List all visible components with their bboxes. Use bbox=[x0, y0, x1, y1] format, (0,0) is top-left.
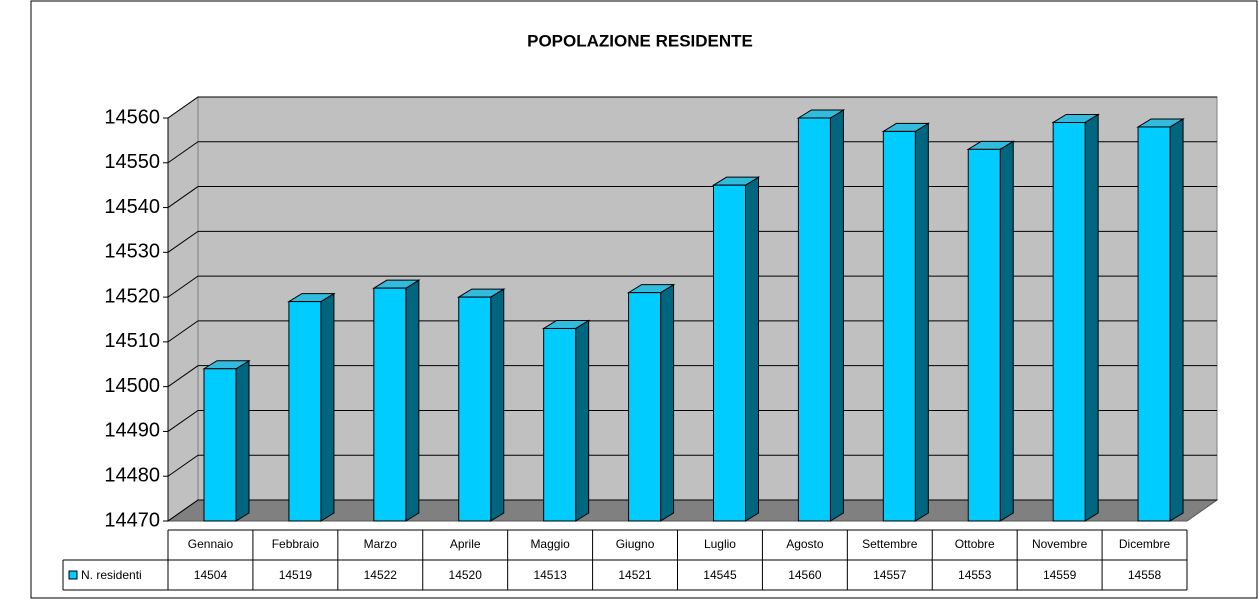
table-value: 14559 bbox=[1043, 568, 1077, 582]
bar-side bbox=[914, 122, 929, 522]
grid-line bbox=[167, 141, 1217, 164]
x-tick-label: Ottobre bbox=[955, 537, 995, 551]
bar bbox=[713, 184, 746, 522]
legend-label: N. residenti bbox=[81, 568, 142, 582]
bar bbox=[797, 117, 831, 522]
y-tick-label: 14510 bbox=[104, 330, 160, 352]
grid-line bbox=[167, 230, 1217, 253]
bar bbox=[543, 327, 577, 522]
bar-side bbox=[320, 292, 335, 522]
bar bbox=[288, 301, 322, 522]
y-tick-label: 14470 bbox=[104, 509, 160, 531]
x-tick-label: Dicembre bbox=[1119, 537, 1171, 551]
bar-side bbox=[1084, 113, 1099, 522]
bar-side bbox=[1169, 118, 1184, 522]
bar bbox=[1052, 121, 1086, 522]
y-tick-label: 14550 bbox=[104, 151, 160, 173]
y-tick-label: 14540 bbox=[104, 196, 160, 218]
table-value: 14519 bbox=[279, 568, 313, 582]
grid-line bbox=[167, 186, 1217, 208]
bar bbox=[967, 148, 1001, 522]
x-tick-label: Gennaio bbox=[188, 537, 234, 551]
bar-side bbox=[235, 359, 250, 522]
grid-line bbox=[167, 96, 1217, 119]
bar bbox=[882, 130, 916, 522]
x-tick-label: Febbraio bbox=[272, 537, 320, 551]
x-tick-label: Maggio bbox=[530, 537, 570, 551]
bar-side bbox=[490, 288, 505, 522]
bar-side bbox=[575, 319, 590, 522]
table-value: 14513 bbox=[533, 568, 567, 582]
table-value: 14521 bbox=[618, 568, 652, 582]
y-tick-label: 14530 bbox=[104, 241, 160, 263]
grid-line bbox=[167, 275, 1217, 298]
x-tick-label: Giugno bbox=[616, 537, 655, 551]
x-tick-label: Novembre bbox=[1032, 537, 1088, 551]
bar-side bbox=[745, 176, 759, 522]
bar bbox=[1137, 126, 1171, 522]
bar-side bbox=[405, 279, 420, 522]
table-value: 14545 bbox=[703, 568, 737, 582]
bar-side bbox=[999, 140, 1014, 522]
table-value: 14557 bbox=[873, 568, 907, 582]
side-wall bbox=[167, 96, 199, 522]
table-value: 14553 bbox=[958, 568, 992, 582]
y-tick-label: 14560 bbox=[104, 106, 160, 128]
grid-line bbox=[167, 499, 1217, 522]
table-value: 14520 bbox=[449, 568, 483, 582]
x-tick-label: Agosto bbox=[786, 537, 824, 551]
bar bbox=[458, 296, 492, 522]
y-tick-label: 14490 bbox=[104, 420, 160, 442]
grid-line bbox=[167, 365, 1217, 388]
x-tick-label: Aprile bbox=[450, 537, 481, 551]
bar bbox=[373, 287, 407, 522]
x-tick-label: Luglio bbox=[704, 537, 736, 551]
bar-side bbox=[829, 109, 844, 522]
x-tick-label: Settembre bbox=[862, 537, 918, 551]
y-tick-label: 14480 bbox=[104, 465, 160, 487]
legend-key bbox=[68, 570, 78, 580]
table-value: 14558 bbox=[1128, 568, 1162, 582]
x-tick-label: Marzo bbox=[364, 537, 398, 551]
grid-line bbox=[167, 454, 1217, 477]
table-value: 14560 bbox=[788, 568, 822, 582]
bar bbox=[203, 368, 237, 522]
table-value: 14504 bbox=[194, 568, 228, 582]
grid-line bbox=[167, 320, 1217, 343]
grid-line bbox=[167, 409, 1217, 432]
bar bbox=[628, 292, 662, 522]
chart-title: POPOLAZIONE RESIDENTE bbox=[527, 31, 753, 50]
y-tick-label: 14500 bbox=[104, 375, 160, 397]
y-tick-label: 14520 bbox=[104, 285, 160, 307]
bar-side bbox=[660, 283, 675, 522]
table-value: 14522 bbox=[364, 568, 398, 582]
